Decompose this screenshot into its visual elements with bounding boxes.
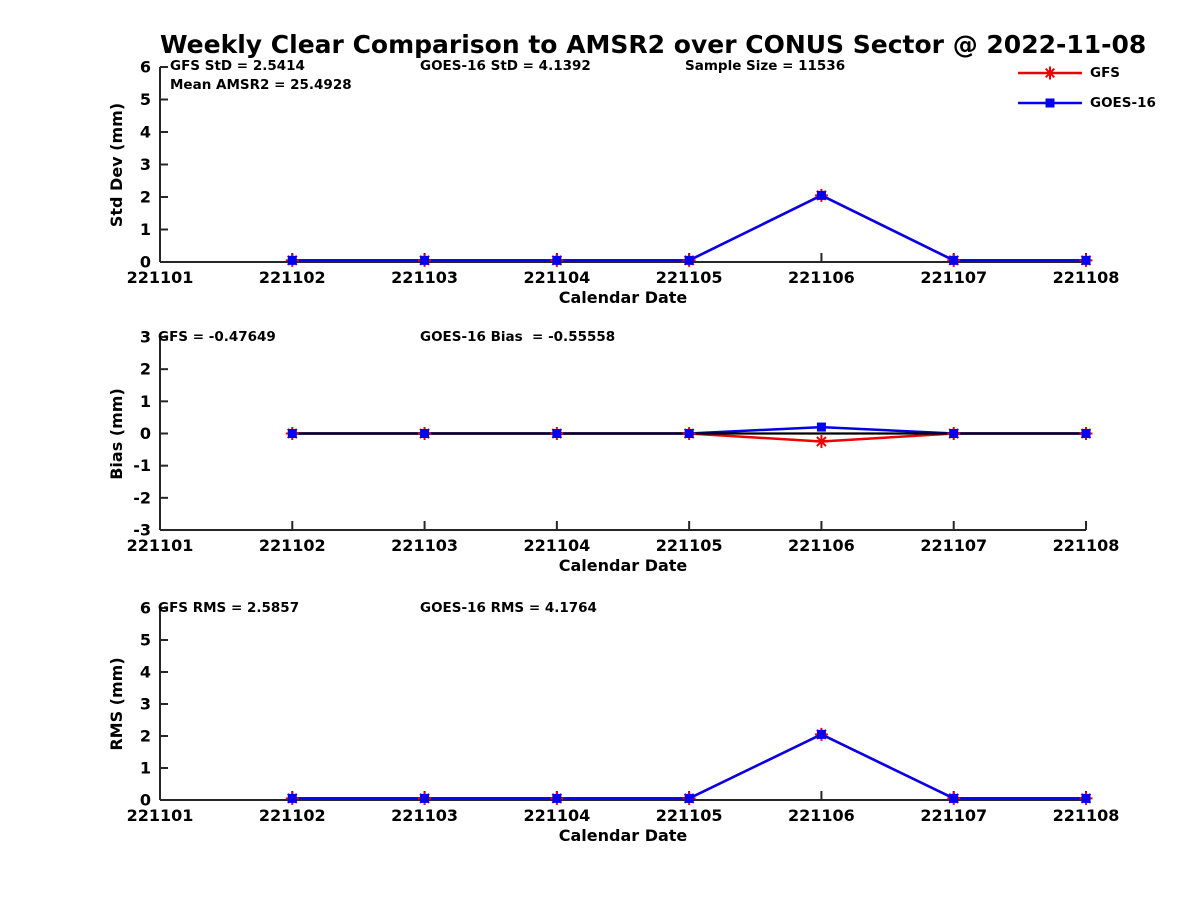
gfs-line xyxy=(292,733,1086,800)
x-tick-label: 221102 xyxy=(259,268,326,287)
y-tick-label: 1 xyxy=(140,759,151,778)
gfs-line-asterisk-icon xyxy=(1018,66,1082,80)
x-tick-label: 221103 xyxy=(391,268,458,287)
axes: 0 1 2 3 4 5 6 221101 221102 221103 221104 221105 221… xyxy=(127,599,1120,826)
y-tick-label: 3 xyxy=(140,155,151,174)
gfs-markers xyxy=(285,727,1093,805)
legend: GFS GOES-16 xyxy=(1016,64,1156,124)
x-tick-label: 221106 xyxy=(788,536,855,555)
xlabel-std-dev: Calendar Date xyxy=(558,288,688,307)
ylabel-bias: Bias (mm) xyxy=(107,387,126,480)
goes16-markers xyxy=(287,190,1091,265)
x-tick-label: 221107 xyxy=(920,806,987,825)
y-tick-label: 4 xyxy=(140,663,151,682)
y-tick-label: 3 xyxy=(140,328,151,347)
x-tick-label: 221108 xyxy=(1053,268,1120,287)
x-tick-label: 221101 xyxy=(127,268,194,287)
goes16-markers xyxy=(287,422,1091,438)
x-tick-label: 221105 xyxy=(656,806,723,825)
ann-goes16-std: GOES-16 StD = 4.1392 xyxy=(420,58,591,74)
y-tick-label: 0 xyxy=(140,791,151,810)
y-tick-label: 5 xyxy=(140,631,151,650)
x-tick-label: 221102 xyxy=(259,536,326,555)
plot-panel-rms: 0 1 2 3 4 5 6 221101 221102 221103 221104 221105 221… xyxy=(127,599,1120,826)
legend-entry-goes16: GOES-16 xyxy=(1016,94,1156,112)
y-tick-label: 2 xyxy=(140,188,151,207)
x-tick-label: 221104 xyxy=(523,806,590,825)
x-tick-label: 221101 xyxy=(127,806,194,825)
goes16-line xyxy=(292,733,1086,800)
legend-entry-gfs: GFS xyxy=(1016,64,1156,82)
x-tick-label: 221105 xyxy=(656,268,723,287)
x-tick-label: 221103 xyxy=(391,806,458,825)
y-tick-label: -1 xyxy=(133,456,151,475)
xlabel-rms: Calendar Date xyxy=(558,826,688,845)
y-tick-label: 2 xyxy=(140,727,151,746)
y-tick-label: 0 xyxy=(140,424,151,443)
y-tick-label: 6 xyxy=(140,58,151,77)
y-tick-label: 4 xyxy=(140,123,151,142)
x-tick-label: 221106 xyxy=(788,268,855,287)
x-tick-label: 221102 xyxy=(259,806,326,825)
axes: -3 -2 -1 0 1 2 3 221101 221102 221103 221104 221105… xyxy=(127,328,1120,556)
y-tick-label: 0 xyxy=(140,253,151,272)
ann-sample-size: Sample Size = 11536 xyxy=(685,58,846,74)
ann-goes16-rms: GOES-16 RMS = 4.1764 xyxy=(420,600,597,616)
figure-title: Weekly Clear Comparison to AMSR2 over CO… xyxy=(160,30,1147,59)
x-tick-label: 221104 xyxy=(523,536,590,555)
goes16-markers xyxy=(287,729,1091,803)
goes16-line-square-icon xyxy=(1018,98,1082,108)
ann-goes16-bias: GOES-16 Bias = -0.55558 xyxy=(420,329,616,345)
gfs-line xyxy=(292,194,1086,262)
y-tick-label: -3 xyxy=(133,521,151,540)
ann-gfs-std: GFS StD = 2.5414 xyxy=(170,58,305,74)
x-tick-label: 221103 xyxy=(391,536,458,555)
y-tick-label: 3 xyxy=(140,695,151,714)
plot-panel-bias: -3 -2 -1 0 1 2 3 221101 221102 221103 221104 221105… xyxy=(127,328,1120,556)
ylabel-rms: RMS (mm) xyxy=(107,657,126,751)
x-tick-label: 221104 xyxy=(523,268,590,287)
ylabel-std-dev: Std Dev (mm) xyxy=(107,102,126,227)
y-tick-label: 1 xyxy=(140,220,151,239)
y-tick-label: 6 xyxy=(140,599,151,618)
x-tick-label: 221108 xyxy=(1053,536,1120,555)
xlabel-bias: Calendar Date xyxy=(558,556,688,575)
ann-gfs-rms: GFS RMS = 2.5857 xyxy=(158,600,300,616)
x-tick-label: 221108 xyxy=(1053,806,1120,825)
y-tick-label: -2 xyxy=(133,488,151,507)
y-tick-label: 1 xyxy=(140,392,151,411)
ann-mean-amsr2: Mean AMSR2 = 25.4928 xyxy=(170,77,352,93)
x-tick-label: 221107 xyxy=(920,536,987,555)
x-tick-label: 221105 xyxy=(656,536,723,555)
gfs-markers xyxy=(285,188,1093,267)
y-tick-label: 5 xyxy=(140,90,151,109)
x-tick-label: 221101 xyxy=(127,536,194,555)
ann-gfs-bias: GFS = -0.47649 xyxy=(158,329,276,345)
plot-panel-std-dev: 0 1 2 3 4 5 6 221101 221102 221103 221104 221105 221… xyxy=(127,58,1120,288)
y-tick-label: 2 xyxy=(140,360,151,379)
x-tick-label: 221106 xyxy=(788,806,855,825)
x-tick-label: 221107 xyxy=(920,268,987,287)
legend-label-gfs: GFS xyxy=(1090,65,1121,81)
goes16-line xyxy=(292,194,1086,262)
legend-label-goes16: GOES-16 xyxy=(1090,95,1156,111)
